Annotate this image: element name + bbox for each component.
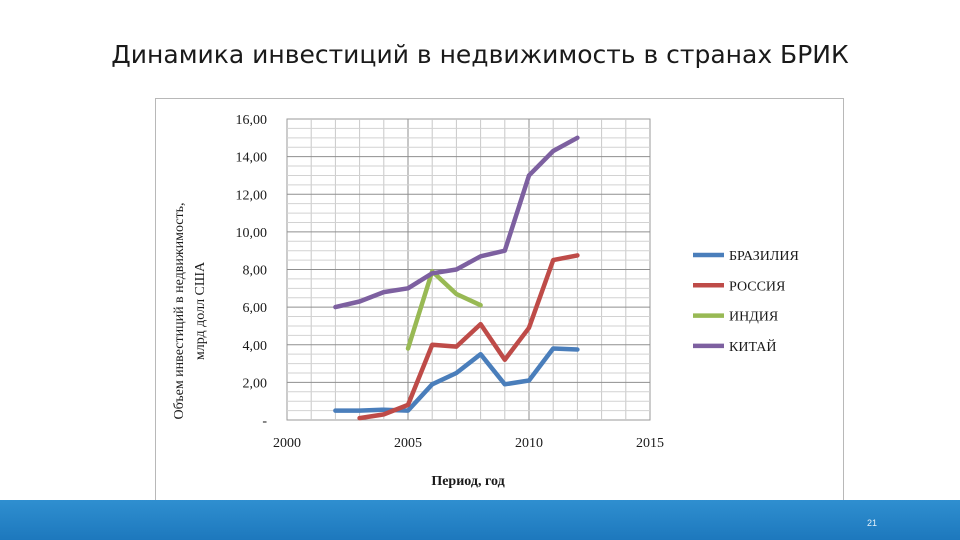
chart-frame: - 2,00 4,00 6,00 8,00 10,00 12,00 14,00 16,00 200… xyxy=(155,98,844,505)
y-axis-label-line1: Объем инвестиций в недвижимость, xyxy=(172,202,187,419)
y-tick-label: 6,00 xyxy=(243,301,268,316)
x-axis-label: Период, год xyxy=(431,474,504,489)
chart-series xyxy=(333,135,580,421)
legend-label: РОССИЯ xyxy=(729,279,785,294)
x-tick-label: 2000 xyxy=(273,436,301,451)
y-tick-label: 2,00 xyxy=(243,376,268,391)
chart-axes: - 2,00 4,00 6,00 8,00 10,00 12,00 14,00 16,00 200… xyxy=(236,113,665,451)
page-number: 21 xyxy=(866,518,877,528)
chart-legend: БРАЗИЛИЯ РОССИЯ ИНДИЯ КИТАЙ xyxy=(693,249,799,355)
y-tick-label: 16,00 xyxy=(236,113,268,128)
x-tick-label: 2005 xyxy=(394,436,422,451)
legend-label: БРАЗИЛИЯ xyxy=(729,249,799,264)
slide-title: Динамика инвестиций в недвижимость в стр… xyxy=(111,40,849,69)
series-line xyxy=(357,253,580,421)
y-tick-label: 10,00 xyxy=(236,226,268,241)
y-axis-label-line2: млрд долл США xyxy=(193,261,208,360)
chart-grid xyxy=(286,118,651,421)
series-line xyxy=(333,135,580,310)
y-tick-label: 4,00 xyxy=(243,339,268,354)
y-tick-label: 8,00 xyxy=(243,264,268,279)
series-line xyxy=(333,346,580,413)
footer-bar xyxy=(0,500,960,540)
series-line xyxy=(405,269,483,351)
y-tick-label: 12,00 xyxy=(236,188,268,203)
y-tick-label: - xyxy=(262,414,267,429)
y-tick-label: 14,00 xyxy=(236,151,268,166)
legend-label: ИНДИЯ xyxy=(729,310,778,325)
x-tick-label: 2010 xyxy=(515,436,543,451)
investment-line-chart: - 2,00 4,00 6,00 8,00 10,00 12,00 14,00 16,00 200… xyxy=(172,113,799,489)
legend-label: КИТАЙ xyxy=(729,338,777,355)
x-tick-label: 2015 xyxy=(636,436,664,451)
